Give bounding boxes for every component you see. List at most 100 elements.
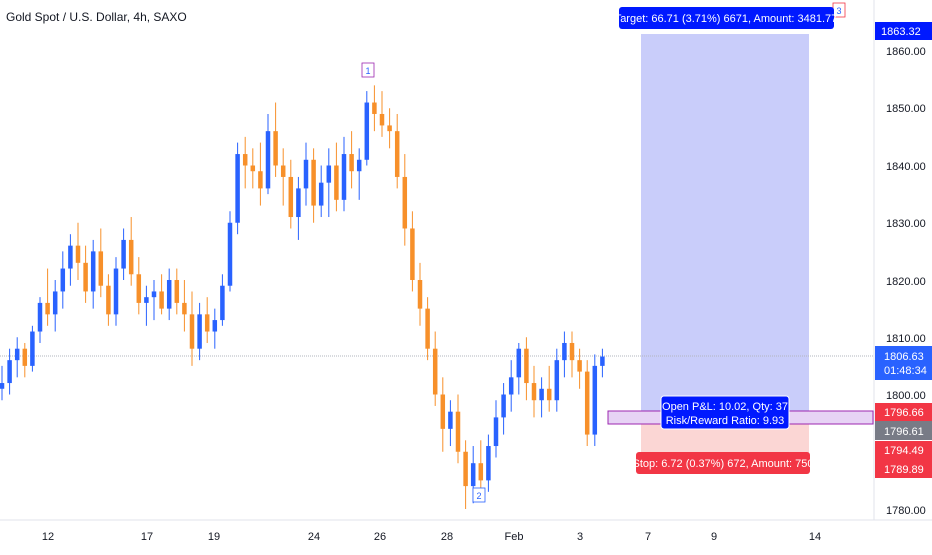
pnl-label-line2: Risk/Reward Ratio: 9.93 <box>666 415 785 427</box>
candle-body <box>600 356 605 366</box>
candle-body <box>52 291 58 315</box>
tag-text: 1796.66 <box>884 407 924 419</box>
candle-body <box>151 291 157 298</box>
time-axis-label: 28 <box>441 531 453 543</box>
candle-body <box>448 411 453 429</box>
price-axis-label: 1780.00 <box>886 505 926 517</box>
candle-body <box>592 365 598 435</box>
target-price-tag: 1863.32 <box>875 22 932 40</box>
candle-body <box>356 159 362 172</box>
candle-body <box>531 383 537 401</box>
time-axis-label: 14 <box>809 531 821 543</box>
pnl-label-bg <box>660 395 790 430</box>
candle-body <box>265 131 271 189</box>
candle-body <box>349 154 354 172</box>
candle-body <box>220 285 225 321</box>
candle-body <box>296 188 301 218</box>
candle-body <box>501 394 506 418</box>
marker-label: 2 <box>476 491 481 501</box>
candle-body <box>508 377 514 395</box>
candle-body <box>189 314 195 349</box>
candle-body <box>379 113 385 126</box>
candle-body <box>128 239 134 275</box>
candle-body <box>288 176 294 218</box>
candle-body <box>22 348 28 366</box>
candle-body <box>75 245 81 263</box>
candle-body <box>562 342 567 361</box>
candle-body <box>174 280 180 303</box>
candle-body <box>106 285 111 315</box>
stop-price-tag: 1794.49 <box>875 441 932 459</box>
candle-body <box>37 302 43 332</box>
candle-body <box>402 176 408 229</box>
candle-body <box>204 314 210 332</box>
marker-box <box>361 62 375 78</box>
target-label[interactable]: Target: 66.71 (3.71%) 6671, Amount: 3481… <box>615 7 838 29</box>
candle-body <box>7 360 12 384</box>
candles-group <box>0 85 605 509</box>
tag-bg <box>875 421 932 440</box>
tag-bg <box>875 22 932 40</box>
price-axis[interactable]: 1860.00 1850.00 1840.00 1830.00 1820.00 … <box>873 0 926 520</box>
candle-body <box>326 165 332 183</box>
time-axis[interactable]: 12 17 19 24 26 28 Feb 3 7 9 14 <box>0 519 932 543</box>
candle-body <box>463 451 468 487</box>
candle-body <box>334 165 339 200</box>
price-axis-label: 1820.00 <box>886 276 926 288</box>
tag-bg <box>875 403 932 421</box>
candle-body <box>60 268 66 292</box>
target-label-bg <box>619 7 834 29</box>
candle-body <box>14 348 20 361</box>
symbol-title[interactable]: Gold Spot / U.S. Dollar, 4h, SAXO <box>6 10 187 24</box>
price-axis-label: 1800.00 <box>886 390 926 402</box>
candle-body <box>478 463 484 481</box>
candle-body <box>372 102 377 114</box>
candle-body <box>197 314 202 349</box>
candle-body <box>516 348 522 378</box>
candle-body <box>273 131 278 166</box>
candle-body <box>417 280 423 309</box>
time-axis-label: 9 <box>711 531 717 543</box>
time-axis-label: 19 <box>208 531 220 543</box>
candle-body <box>318 182 324 206</box>
candle-body <box>486 446 491 481</box>
candle-body <box>539 388 544 401</box>
candle-body <box>311 159 316 206</box>
tag-text: 1863.32 <box>881 26 921 38</box>
stop-label-bg <box>636 452 810 474</box>
marker-2[interactable]: 2 <box>472 487 486 503</box>
time-axis-label: 12 <box>42 531 54 543</box>
price-axis-label: 1810.00 <box>886 333 926 345</box>
tag-bg <box>875 459 932 478</box>
candle-body <box>258 171 263 189</box>
candle-body <box>212 320 218 332</box>
candle-body <box>493 417 499 447</box>
tag-text: 1806.63 <box>884 351 924 363</box>
entry-price-tag: 1796.66 <box>875 403 932 421</box>
pnl-label[interactable]: Open P&L: 10.02, Qty: 37 Risk/Reward Rat… <box>660 395 790 430</box>
candle-body <box>524 348 529 384</box>
candle-body <box>166 280 172 309</box>
low-price-tag: 1789.89 <box>875 459 932 478</box>
price-axis-label: 1840.00 <box>886 161 926 173</box>
tag-bg <box>875 441 932 459</box>
target-zone[interactable] <box>641 34 809 412</box>
candle-body <box>159 291 164 309</box>
candle-body <box>121 239 126 269</box>
marker-1[interactable]: 1 <box>361 62 375 78</box>
time-axis-label: 17 <box>141 531 153 543</box>
candle-body <box>83 262 88 292</box>
candle-body <box>455 411 461 452</box>
candle-body <box>250 165 256 172</box>
tag-text: 1796.61 <box>884 426 924 438</box>
current-price-tag: 1806.63 01:48:34 <box>875 346 932 380</box>
candle-body <box>136 274 142 303</box>
tag-text: 1789.89 <box>884 464 924 476</box>
time-axis-label: Feb <box>505 531 524 543</box>
candle-body <box>303 159 309 189</box>
stop-label[interactable]: Stop: 6.72 (0.37%) 672, Amount: 750 <box>632 452 814 474</box>
tag-bg <box>875 346 932 380</box>
candle-body <box>30 331 35 366</box>
